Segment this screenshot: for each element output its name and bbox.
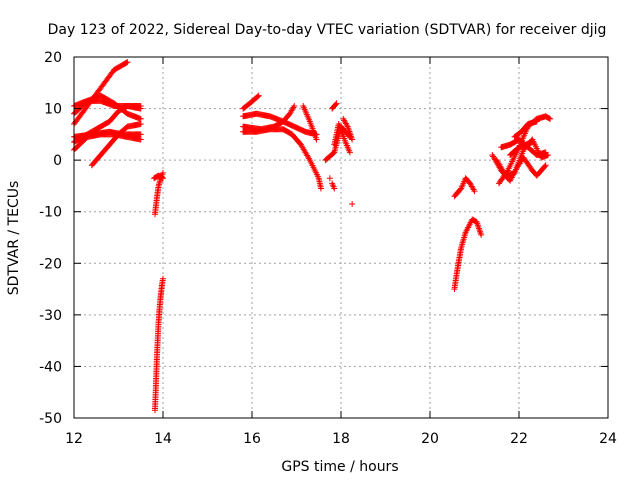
data-point xyxy=(541,163,548,170)
y-tick-label: 0 xyxy=(53,153,62,169)
axis-layer: 12 14 16 18 20 22 24 -50 -40 -30 -20 -10 0 10 20 xyxy=(39,50,617,447)
data-point xyxy=(254,93,261,100)
y-axis-label: SDTVAR / TECUs xyxy=(6,181,22,296)
data-point xyxy=(542,162,549,169)
data-point xyxy=(346,149,353,156)
y-tick-label: -10 xyxy=(39,205,62,221)
x-tick-label: 20 xyxy=(421,431,439,447)
data-point xyxy=(326,175,333,182)
data-point xyxy=(137,115,144,122)
data-layer xyxy=(71,59,554,414)
data-point xyxy=(529,139,536,146)
data-track xyxy=(300,102,320,143)
y-tick-label: -50 xyxy=(39,411,62,427)
x-tick-label: 16 xyxy=(243,431,261,447)
x-tick-label: 22 xyxy=(510,431,528,447)
data-point xyxy=(546,115,553,122)
data-point xyxy=(544,151,551,158)
y-tick-label: -40 xyxy=(39,359,62,375)
data-point xyxy=(547,115,554,122)
data-point xyxy=(123,59,130,66)
x-tick-label: 18 xyxy=(332,431,350,447)
y-tick-label: 20 xyxy=(44,50,62,66)
data-track xyxy=(88,121,144,169)
data-point xyxy=(137,136,144,143)
data-track xyxy=(71,128,144,140)
data-track xyxy=(349,200,356,207)
data-point xyxy=(124,59,131,66)
data-point xyxy=(160,275,166,282)
data-track xyxy=(507,139,536,158)
data-point xyxy=(137,121,144,128)
data-track xyxy=(451,216,485,293)
data-point xyxy=(291,102,298,109)
data-track xyxy=(151,170,166,218)
x-tick-label: 12 xyxy=(65,431,83,447)
data-point xyxy=(349,200,356,207)
data-track xyxy=(331,121,353,156)
y-tick-label: -30 xyxy=(39,308,62,324)
data-point xyxy=(333,100,340,107)
data-point xyxy=(478,231,485,238)
data-point xyxy=(331,185,338,192)
data-point xyxy=(137,131,144,138)
data-point xyxy=(332,101,339,108)
data-point xyxy=(313,136,320,143)
data-track xyxy=(151,275,166,414)
grid-layer xyxy=(74,57,608,418)
data-point xyxy=(533,118,540,125)
data-point xyxy=(137,102,144,109)
x-tick-label: 24 xyxy=(599,431,617,447)
data-track xyxy=(71,92,144,122)
data-track xyxy=(495,113,554,187)
chart-title: Day 123 of 2022, Sidereal Day-to-day VTE… xyxy=(48,22,607,38)
data-track xyxy=(329,180,338,192)
data-track xyxy=(511,118,540,140)
data-track xyxy=(340,115,356,143)
data-track xyxy=(329,100,340,112)
data-track xyxy=(326,175,333,182)
y-tick-label: -20 xyxy=(39,256,62,272)
data-point xyxy=(255,92,262,99)
data-point xyxy=(471,188,478,195)
data-track xyxy=(451,175,478,200)
y-tick-label: 10 xyxy=(44,102,62,118)
data-point xyxy=(349,136,356,143)
x-tick-label: 14 xyxy=(154,431,172,447)
data-point xyxy=(317,185,324,192)
data-point xyxy=(160,170,166,177)
data-track xyxy=(240,126,324,192)
data-track xyxy=(240,92,262,112)
data-point xyxy=(503,168,510,175)
data-track xyxy=(71,59,131,128)
x-axis-label: GPS time / hours xyxy=(281,459,398,475)
